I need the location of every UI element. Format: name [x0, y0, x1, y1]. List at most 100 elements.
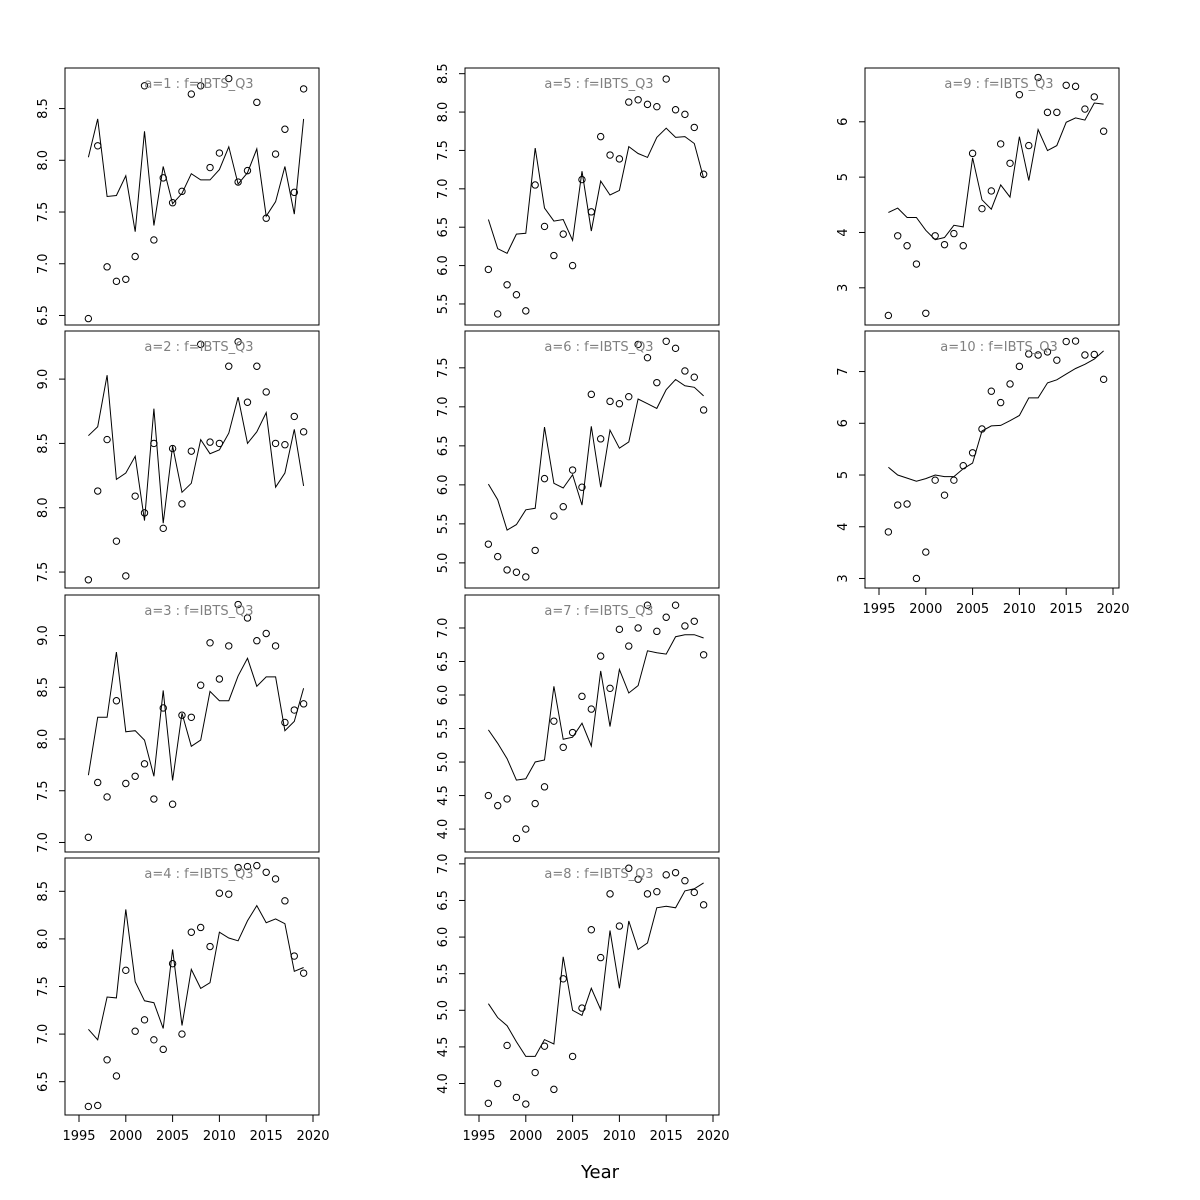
y-tick-label: 7.5	[36, 976, 51, 997]
y-tick-label: 6.5	[436, 217, 451, 238]
data-point	[1053, 108, 1061, 117]
data-point	[596, 953, 605, 962]
data-point	[606, 151, 614, 159]
data-point	[653, 378, 661, 387]
panel-5: 5.5 6.0 6.5 7.0 7.5 8.0 8.5 a=5 : f=IBTS_Q3	[436, 63, 720, 326]
x-axis: 1995 2000 2005 2010 2015 2020	[462, 1114, 730, 1144]
data-point	[531, 546, 539, 555]
data-point	[699, 170, 708, 178]
data-point	[215, 889, 224, 897]
data-point	[922, 309, 930, 317]
data-point	[84, 1102, 93, 1111]
data-point	[1043, 348, 1052, 356]
data-point	[253, 98, 261, 107]
data-point	[615, 155, 624, 163]
panel-frame	[864, 67, 1120, 326]
data-point	[931, 476, 939, 484]
data-point	[131, 1027, 139, 1035]
data-point	[950, 476, 958, 484]
data-point	[540, 783, 549, 791]
data-point	[225, 74, 233, 83]
y-tick-label: 8.5	[36, 677, 51, 698]
data-point	[1081, 105, 1089, 113]
panel-9: 3 4 5 6 a=9 : f=IBTS_Q3	[836, 67, 1120, 326]
data-point	[578, 692, 586, 701]
series-line	[88, 375, 305, 524]
data-point	[84, 833, 93, 842]
data-point	[150, 236, 158, 244]
data-point	[140, 760, 149, 768]
y-tick-label: 5.0	[436, 553, 451, 574]
y-tick-label: 9.0	[36, 369, 51, 390]
y-tick-label: 5.0	[436, 752, 451, 773]
data-point	[234, 600, 242, 609]
data-point	[531, 181, 539, 189]
y-tick-label: 8.5	[36, 433, 51, 454]
data-point	[522, 307, 530, 315]
data-point	[662, 75, 670, 83]
data-point	[606, 397, 614, 406]
data-point	[271, 150, 280, 158]
data-point	[550, 512, 558, 520]
data-point	[959, 242, 967, 250]
data-point	[178, 711, 186, 719]
data-point	[112, 1072, 121, 1080]
data-point	[262, 388, 270, 396]
data-point	[578, 175, 586, 184]
x-tick-label: 2005	[156, 1129, 189, 1144]
data-point	[512, 291, 521, 299]
panel-title: a=10 : f=IBTS_Q3	[940, 340, 1057, 355]
y-tick-label: 7.0	[36, 253, 51, 274]
data-point	[634, 875, 642, 883]
y-tick-label: 8.5	[436, 63, 451, 84]
y-tick-label: 4.5	[436, 1037, 451, 1058]
y-tick-label: 4.5	[436, 785, 451, 806]
data-point	[568, 728, 577, 737]
data-point	[494, 1079, 502, 1088]
y-tick-label: 7.5	[36, 780, 51, 801]
data-point	[587, 390, 596, 399]
data-point	[206, 942, 214, 951]
data-point	[884, 311, 893, 320]
data-point	[1062, 81, 1070, 89]
data-point	[568, 1052, 577, 1061]
x-tick-label: 1995	[862, 602, 895, 617]
data-point	[178, 1030, 186, 1038]
data-point	[606, 890, 614, 898]
y-tick-label: 8.0	[36, 150, 51, 171]
data-point	[281, 441, 289, 449]
data-point	[122, 779, 130, 788]
data-point	[950, 229, 958, 238]
data-point	[196, 340, 205, 349]
data-point	[299, 700, 308, 708]
data-point	[662, 337, 670, 345]
data-point	[178, 500, 186, 508]
data-point	[503, 566, 511, 574]
data-point	[290, 412, 298, 421]
data-point	[140, 82, 149, 90]
data-point	[234, 178, 242, 186]
y-tick-label: 7.0	[436, 618, 451, 639]
data-point	[671, 868, 680, 877]
data-point	[206, 438, 214, 446]
x-tick-label: 2005	[956, 602, 989, 617]
data-point	[512, 1093, 521, 1102]
panel-frame	[464, 857, 720, 1116]
data-point	[1071, 82, 1080, 91]
data-point	[225, 362, 233, 370]
panel-6: 5.0 5.5 6.0 6.5 7.0 7.5 a=6 : f=IBTS_Q3	[436, 330, 720, 589]
x-tick-label: 2020	[296, 1129, 329, 1144]
y-tick-label: 4.0	[436, 819, 451, 840]
data-point	[681, 876, 689, 885]
panel-10: 3 4 5 6 7 a=10 : f=IBTS_Q3 1995 2000 2005 2010 201…	[836, 330, 1130, 617]
y-tick-label: 7.5	[436, 140, 451, 161]
data-point	[512, 834, 521, 843]
data-point	[671, 344, 680, 353]
data-point	[894, 501, 902, 509]
y-tick-label: 5	[836, 471, 851, 479]
data-point	[615, 625, 624, 634]
data-point	[968, 149, 977, 158]
data-point	[671, 106, 680, 114]
data-point	[494, 310, 502, 318]
data-point	[206, 639, 214, 647]
